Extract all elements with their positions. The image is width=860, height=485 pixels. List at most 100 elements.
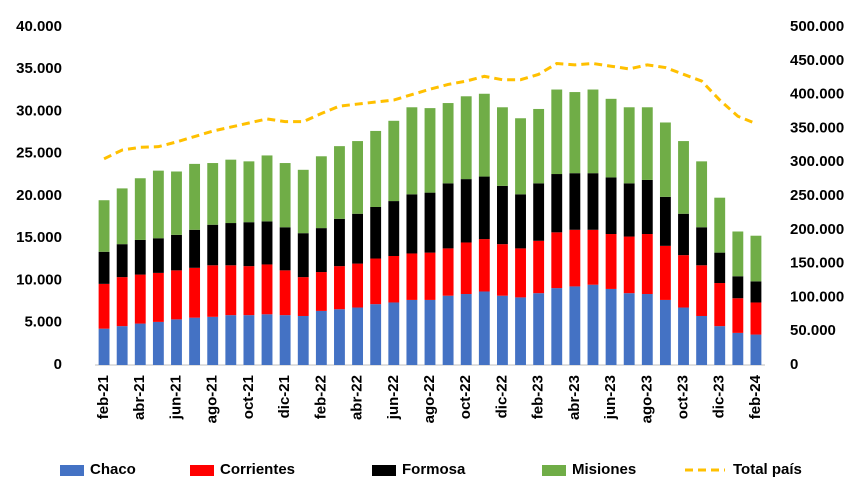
bar	[460, 242, 472, 295]
bar	[551, 89, 563, 175]
x-tick-label: ago-23	[638, 375, 655, 423]
bar	[569, 173, 581, 230]
bar	[442, 183, 454, 249]
yticks-label: 15.000	[16, 229, 62, 246]
bar	[497, 107, 508, 186]
x-tick-label: feb-23	[530, 375, 547, 419]
bar	[659, 245, 671, 300]
y2ticks-label: 500.000	[790, 18, 844, 35]
bar	[587, 284, 599, 365]
bar	[315, 156, 327, 229]
x-tick-label: jun-22	[385, 375, 402, 420]
bar	[370, 130, 382, 207]
bar	[641, 294, 653, 365]
bar	[279, 270, 291, 316]
yticks-label: 20.000	[16, 187, 62, 204]
bar	[605, 234, 617, 289]
bar	[515, 297, 526, 365]
bar	[152, 321, 164, 365]
bar	[171, 171, 182, 235]
y2ticks-label: 100.000	[790, 288, 844, 305]
bar	[134, 178, 146, 240]
bar	[515, 194, 526, 249]
bar	[134, 323, 146, 365]
bar	[352, 307, 363, 365]
bar	[315, 310, 327, 365]
yticks-label: 10.000	[16, 271, 62, 288]
bar	[116, 188, 128, 245]
bar	[406, 107, 418, 195]
bar	[678, 141, 689, 214]
bar	[279, 315, 291, 365]
bar	[750, 334, 762, 365]
bar	[424, 299, 436, 365]
x-tick-label: ago-21	[204, 375, 221, 423]
bar	[478, 239, 490, 292]
bar	[678, 307, 689, 365]
y2ticks-label: 0	[790, 356, 798, 373]
yticks-label: 40.000	[16, 18, 62, 35]
bar	[587, 89, 599, 174]
bar	[551, 288, 563, 365]
x-tick-label: ago-22	[421, 375, 438, 423]
bar	[714, 283, 726, 327]
bar	[297, 277, 309, 316]
bar	[207, 316, 219, 365]
bar	[696, 265, 708, 316]
bar	[171, 270, 182, 320]
bar	[551, 232, 563, 289]
bar	[497, 295, 508, 365]
bar	[533, 293, 545, 365]
bar	[478, 291, 490, 365]
bar	[605, 177, 617, 235]
bar	[406, 194, 418, 254]
bar	[243, 222, 255, 267]
bar	[750, 302, 762, 335]
bar	[388, 201, 400, 256]
bar	[297, 169, 309, 234]
bar	[207, 163, 219, 225]
bar	[261, 155, 273, 222]
bar	[225, 159, 237, 224]
bar	[424, 108, 436, 193]
bar	[207, 224, 219, 266]
bar	[678, 255, 689, 308]
bar	[225, 315, 237, 365]
bar	[497, 244, 508, 296]
bar	[442, 248, 454, 296]
y2ticks-label: 150.000	[790, 255, 844, 272]
bar	[279, 227, 291, 271]
y2ticks-label: 200.000	[790, 221, 844, 238]
bar	[98, 200, 110, 252]
bar	[533, 108, 545, 184]
bar	[714, 326, 726, 365]
bar	[641, 107, 653, 180]
bar	[714, 197, 726, 253]
bar	[243, 161, 255, 223]
bar	[189, 163, 201, 230]
bar	[315, 228, 327, 273]
bar	[696, 227, 708, 266]
legend-label: Misiones	[572, 461, 636, 478]
bar	[315, 272, 327, 311]
bar	[116, 244, 128, 278]
bar	[442, 103, 454, 184]
bar	[623, 107, 635, 184]
bar	[515, 118, 526, 195]
bar	[98, 283, 110, 329]
bar	[623, 183, 635, 237]
x-tick-label: feb-21	[95, 375, 112, 419]
bar	[659, 299, 671, 365]
bar	[406, 299, 418, 365]
bar	[732, 231, 744, 277]
bar	[152, 238, 164, 273]
bar	[569, 286, 581, 365]
yticks-label: 0	[54, 356, 62, 373]
bar	[551, 174, 563, 233]
y2ticks-label: 400.000	[790, 86, 844, 103]
bar	[297, 315, 309, 365]
bar	[696, 315, 708, 365]
x-tick-label: dic-23	[711, 375, 728, 418]
bar	[515, 248, 526, 298]
